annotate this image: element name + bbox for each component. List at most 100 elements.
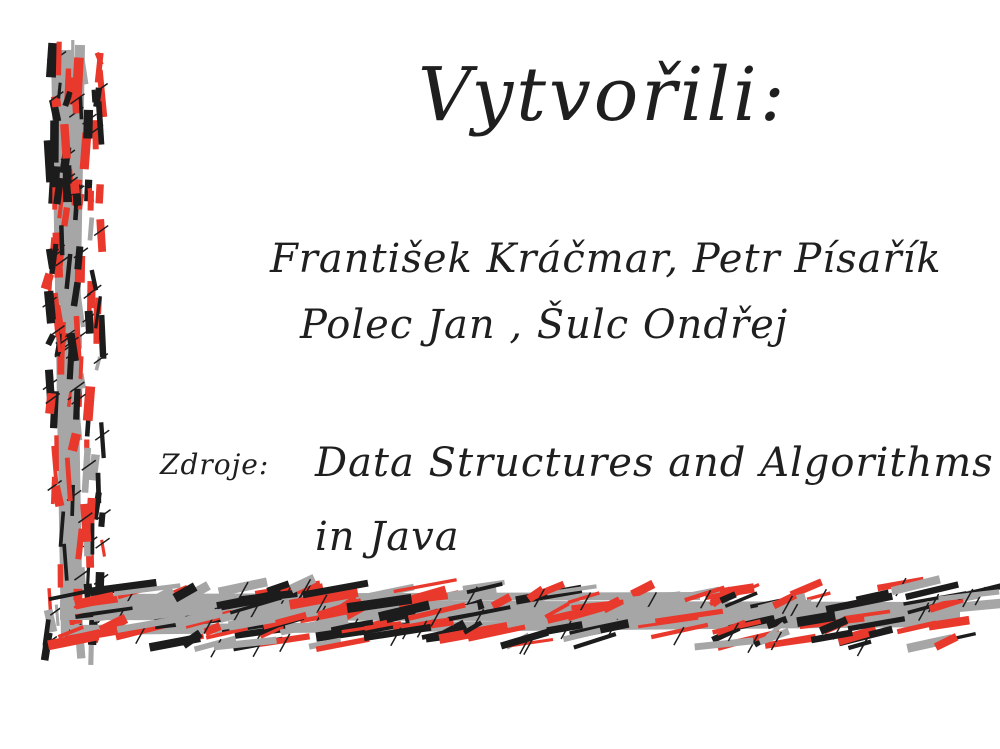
scribble-stroke [93, 608, 146, 622]
scribble-stroke [79, 132, 92, 170]
scribble-hatch [815, 588, 828, 608]
scribble-hatch [519, 635, 531, 655]
scribble-stroke [684, 585, 726, 603]
sources-label: Zdroje: [160, 448, 270, 481]
scribble-stroke [716, 619, 747, 636]
scribble-stroke [216, 589, 282, 610]
scribble-stroke [637, 616, 699, 629]
scribble-stroke [55, 304, 66, 334]
scribble-stroke [67, 432, 82, 452]
scribble-stroke [76, 567, 87, 594]
scribble-stroke [94, 51, 104, 66]
scribble-stroke [89, 269, 99, 291]
scribble-stroke [630, 598, 689, 615]
scribble-stroke [54, 319, 62, 353]
scribble-stroke [266, 580, 290, 595]
scribble-stroke [54, 604, 60, 627]
source-line-2: in Java [315, 514, 460, 560]
scribble-stroke [95, 101, 105, 145]
scribble-stroke [97, 314, 107, 359]
scribble-hatch [70, 93, 86, 105]
vertical-scribble-bar [40, 40, 111, 666]
scribble-stroke [85, 582, 150, 593]
scribble-stroke [64, 457, 73, 502]
scribble-stroke [150, 586, 176, 607]
scribble-hatch [95, 537, 111, 549]
scribble-stroke [796, 611, 836, 627]
scribble-stroke [546, 584, 597, 596]
scribble-stroke [573, 632, 617, 650]
slide-title: Vytvořili: [418, 52, 788, 138]
scribble-stroke [49, 243, 59, 275]
source-line-1: Data Structures and Algorithms [315, 440, 994, 486]
scribble-stroke [847, 639, 872, 651]
scribble-stroke [601, 596, 623, 614]
scribble-hatch [390, 627, 402, 647]
scribble-stroke [61, 206, 71, 227]
scribble-hatch [81, 459, 97, 471]
scribble-hatch [560, 620, 572, 640]
scribble-stroke [890, 575, 941, 596]
scribble-stroke [341, 620, 402, 634]
scribble-hatch [279, 633, 291, 653]
scribble-stroke [670, 602, 694, 615]
scribble-stroke [708, 590, 726, 607]
scribble-stroke [262, 611, 308, 630]
scribble-hatch [48, 91, 64, 103]
scribble-stroke [766, 615, 788, 630]
scribble-stroke [98, 613, 129, 636]
scribble-stroke [62, 90, 73, 107]
scribble-hatch [69, 381, 85, 393]
scribble-stroke [88, 453, 100, 481]
scribble-hatch [55, 255, 71, 267]
scribble-hatch [962, 588, 974, 608]
scribble-hatch [673, 626, 685, 646]
scribble-hatch [918, 602, 930, 621]
scribble-stroke [99, 422, 106, 459]
scribble-stroke [518, 599, 546, 614]
scribble-stroke [64, 253, 73, 290]
scribble-stroke [315, 636, 370, 652]
scribble-stroke [62, 543, 69, 581]
scribble-stroke [59, 600, 961, 622]
scribble-stroke [810, 629, 853, 644]
scribble-stroke [82, 386, 96, 422]
scribble-stroke [47, 630, 100, 651]
scribble-stroke [213, 636, 277, 651]
scribble-stroke [526, 585, 546, 603]
scribble-stroke [219, 608, 248, 623]
scribble-hatch [579, 592, 592, 611]
scribble-stroke [57, 82, 62, 99]
scribble-stroke [562, 627, 602, 643]
scribble-stroke [843, 609, 891, 620]
scribble-stroke [758, 628, 790, 646]
scribble-stroke [905, 581, 959, 601]
scribble-stroke [650, 622, 709, 640]
scribble-stroke [66, 600, 136, 616]
authors-line-1: František Kráčmar, Petr Písařík [270, 236, 942, 282]
scribble-hatch [77, 512, 93, 524]
scribble-stroke [438, 621, 509, 644]
scribble-hatch [94, 429, 110, 441]
scribble-stroke [214, 596, 282, 612]
scribble-stroke [66, 332, 79, 362]
scribble-stroke [393, 578, 457, 594]
scribble-stroke [933, 633, 959, 651]
scribble-hatch [93, 224, 109, 237]
scribble-stroke [58, 511, 66, 547]
scribble-stroke [462, 620, 483, 635]
scribble-stroke [40, 632, 53, 661]
scribble-stroke [928, 595, 964, 613]
scribble-stroke [80, 503, 92, 542]
scribble-stroke [302, 579, 369, 599]
scribble-stroke [91, 89, 97, 103]
scribble-stroke [500, 628, 549, 650]
scribble-stroke [50, 484, 65, 508]
scribble-stroke [43, 140, 56, 183]
scribble-hatch [237, 581, 249, 601]
scribble-hatch [299, 578, 312, 598]
scribble-hatch [73, 569, 89, 581]
scribble-stroke [205, 626, 249, 640]
scribble-stroke [81, 447, 92, 493]
